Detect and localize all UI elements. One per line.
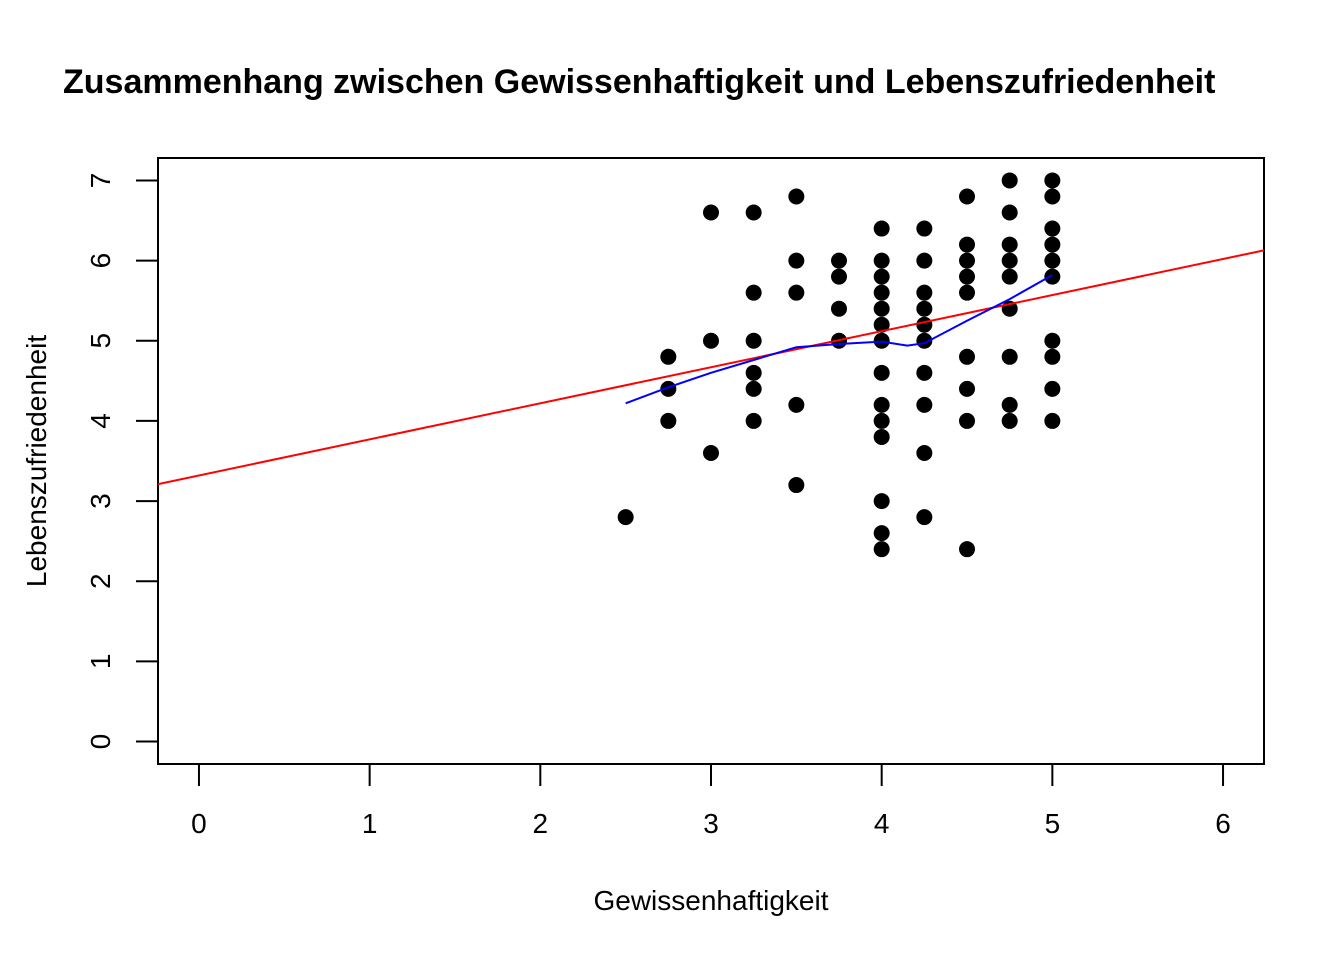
data-point <box>1001 172 1018 189</box>
data-point <box>660 348 677 365</box>
data-point <box>916 396 933 413</box>
plot-area-frame <box>157 157 1265 765</box>
data-point <box>660 412 677 429</box>
x-tick-label: 1 <box>362 808 378 839</box>
data-point <box>1044 380 1061 397</box>
y-tick-label: 4 <box>85 413 116 429</box>
data-point <box>959 348 976 365</box>
data-point <box>873 412 890 429</box>
data-point <box>873 396 890 413</box>
data-point <box>1001 204 1018 221</box>
data-point <box>873 493 890 510</box>
data-point <box>831 268 848 285</box>
data-point <box>1044 220 1061 237</box>
data-point <box>959 236 976 253</box>
data-point <box>745 284 762 301</box>
data-point <box>788 284 805 301</box>
data-point <box>1044 332 1061 349</box>
data-point <box>1001 236 1018 253</box>
data-point <box>916 284 933 301</box>
y-tick-label: 2 <box>85 573 116 589</box>
data-point <box>916 316 933 333</box>
data-point <box>959 268 976 285</box>
data-point <box>788 477 805 494</box>
x-tick-label: 6 <box>1215 808 1231 839</box>
data-point <box>1044 188 1061 205</box>
data-point <box>959 541 976 558</box>
data-point <box>703 332 719 349</box>
y-tick-label: 5 <box>85 333 116 349</box>
data-point <box>831 252 848 269</box>
data-point <box>1044 172 1061 189</box>
fit-lines <box>158 249 1264 486</box>
data-point <box>788 252 805 269</box>
data-point <box>959 188 976 205</box>
regression-line <box>158 249 1264 486</box>
x-tick-label: 0 <box>191 808 207 839</box>
data-point <box>703 204 719 221</box>
chart-title: Zusammenhang zwischen Gewissenhaftigkeit… <box>63 63 1215 101</box>
data-point <box>1044 348 1061 365</box>
x-axis-label: Gewissenhaftigkeit <box>593 885 828 916</box>
data-point <box>660 380 677 397</box>
data-point <box>916 444 933 461</box>
y-axis: 0 1 2 3 4 5 6 7 <box>85 173 159 750</box>
data-point <box>959 252 976 269</box>
data-point <box>1044 252 1061 269</box>
data-point <box>959 284 976 301</box>
y-tick-label: 6 <box>85 253 116 269</box>
data-point <box>959 380 976 397</box>
data-point <box>745 204 762 221</box>
x-tick-label: 3 <box>703 808 719 839</box>
data-point <box>1001 268 1018 285</box>
data-point <box>916 300 933 317</box>
y-axis-label: Lebenszufriedenheit <box>21 335 52 587</box>
data-point <box>873 364 890 381</box>
data-point <box>1001 348 1018 365</box>
data-point <box>788 188 805 205</box>
data-point <box>617 509 634 526</box>
y-tick-label: 1 <box>85 654 116 670</box>
data-point <box>916 252 933 269</box>
data-point <box>1001 412 1018 429</box>
data-point <box>873 220 890 237</box>
data-point <box>788 396 805 413</box>
data-point <box>1044 236 1061 253</box>
data-point <box>873 316 890 333</box>
data-point <box>745 364 762 381</box>
data-point <box>873 541 890 558</box>
data-point <box>873 252 890 269</box>
x-tick-label: 5 <box>1045 808 1061 839</box>
x-tick-label: 2 <box>533 808 549 839</box>
data-point <box>745 380 762 397</box>
x-tick-label: 4 <box>874 808 890 839</box>
data-point <box>831 300 848 317</box>
data-points <box>617 172 1061 558</box>
data-point <box>873 525 890 542</box>
data-point <box>916 364 933 381</box>
data-point <box>916 220 933 237</box>
data-point <box>873 284 890 301</box>
data-point <box>1044 268 1061 285</box>
data-point <box>873 268 890 285</box>
data-point <box>703 444 719 461</box>
y-tick-label: 0 <box>85 734 116 750</box>
data-point <box>873 428 890 445</box>
x-axis: 0 1 2 3 4 5 6 <box>191 763 1231 839</box>
data-point <box>745 332 762 349</box>
data-point <box>745 412 762 429</box>
smoothing-line <box>625 274 1053 405</box>
y-tick-label: 3 <box>85 493 116 509</box>
data-point <box>1001 252 1018 269</box>
data-point <box>1044 412 1061 429</box>
data-point <box>959 412 976 429</box>
data-point <box>916 509 933 526</box>
y-tick-label: 7 <box>85 173 116 189</box>
data-point <box>1001 396 1018 413</box>
data-point <box>873 300 890 317</box>
